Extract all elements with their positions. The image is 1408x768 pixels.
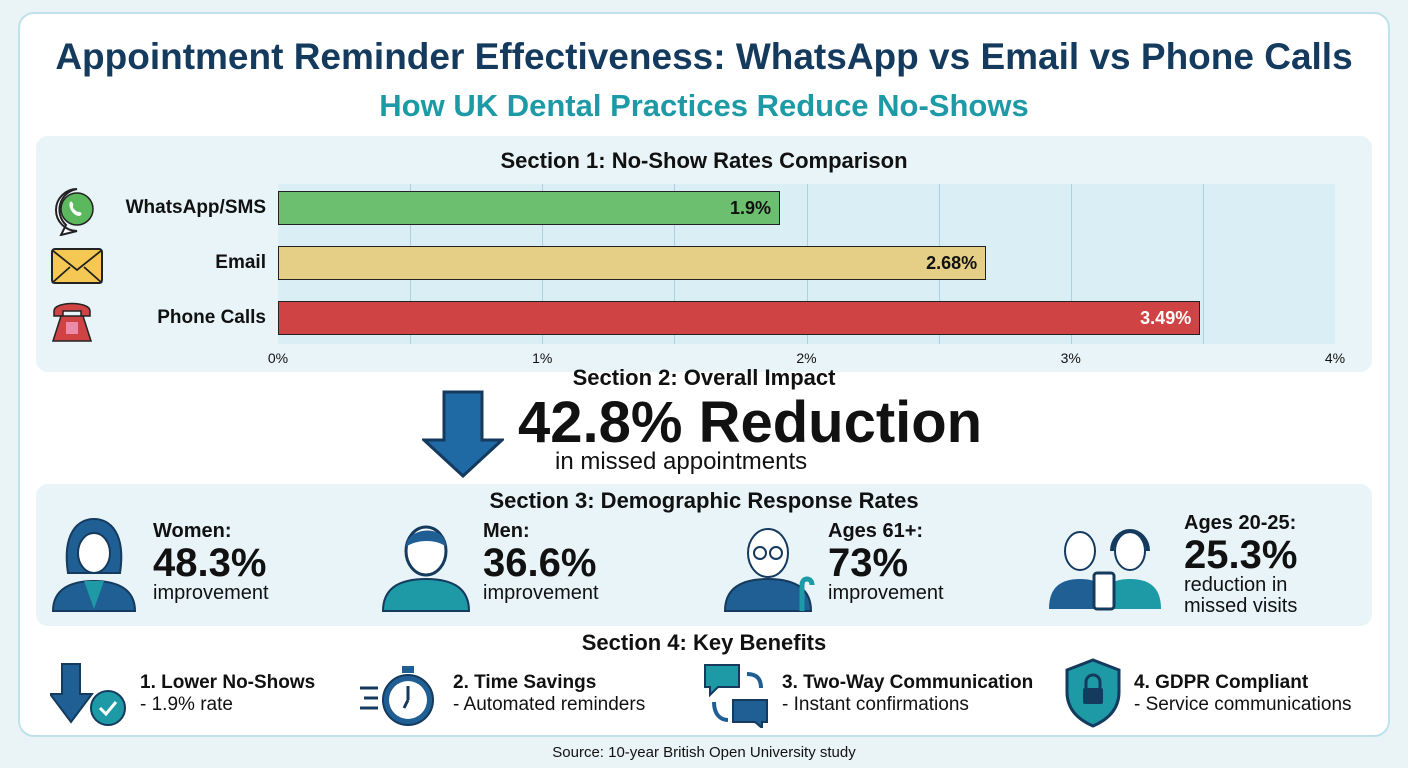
benefit-title: 2. Time Savings	[453, 672, 597, 693]
section-4-title: Section 4: Key Benefits	[581, 630, 827, 655]
down-arrow-check-icon	[50, 663, 126, 726]
benefit-title: 3. Two-Way Communication	[782, 672, 1034, 693]
demographic-label: Ages 20-25:	[1184, 512, 1297, 534]
demographic-label: Ages 61+:	[828, 520, 924, 542]
benefit-item: 1. Lower No-Shows - 1.9% rate	[140, 672, 315, 716]
benefit-title: 1. Lower No-Shows	[140, 672, 316, 693]
x-tick-label: 1%	[532, 350, 553, 366]
demographic-value: 48.3%	[153, 541, 267, 585]
chat-exchange-icon	[704, 664, 768, 728]
bar: 3.49%	[278, 301, 1201, 335]
category-label: Phone Calls	[157, 307, 266, 328]
envelope-icon	[51, 248, 103, 284]
down-arrow-icon	[422, 390, 504, 478]
young-people-phone-icon	[1049, 529, 1161, 611]
benefit-subtext: - Instant confirmations	[782, 694, 969, 715]
bar: 2.68%	[278, 246, 987, 280]
category-label: Email	[215, 252, 266, 273]
demographic-value: 73%	[828, 541, 909, 585]
benefit-subtext: - 1.9% rate	[140, 694, 233, 715]
demographic-subtext: improvement	[153, 582, 269, 604]
section-2-title: Section 2: Overall Impact	[572, 365, 836, 390]
data-label: 3.49%	[1140, 308, 1192, 328]
x-tick-label: 3%	[1060, 350, 1081, 366]
page-title: Appointment Reminder Effectiveness: What…	[55, 36, 1353, 77]
x-tick-label: 2%	[796, 350, 817, 366]
data-label: 1.9%	[730, 198, 772, 218]
source-note: Source: 10-year British Open University …	[552, 744, 856, 761]
demographic-stat: Ages 20-25: 25.3% reduction in missed visi…	[1184, 512, 1314, 617]
demographic-stat: Men: 36.6% improvement	[483, 520, 683, 604]
demographic-value: 25.3%	[1184, 533, 1298, 577]
demographic-subtext: improvement	[483, 582, 599, 604]
elderly-man-icon	[723, 528, 815, 612]
category-label: WhatsApp/SMS	[125, 197, 266, 218]
demographic-subtext: reduction in missed visits	[1184, 574, 1298, 617]
section-3-title: Section 3: Demographic Response Rates	[489, 488, 919, 513]
stopwatch-icon	[360, 666, 434, 726]
shield-lock-icon	[1065, 658, 1121, 728]
impact-headline: 42.8% Reduction	[518, 390, 983, 455]
benefit-title: 4. GDPR Compliant	[1134, 672, 1309, 693]
x-tick-label: 4%	[1324, 350, 1346, 366]
benefit-item: 4. GDPR Compliant - Service communication…	[1134, 672, 1352, 716]
telephone-icon	[51, 302, 93, 342]
demographic-subtext: improvement	[828, 582, 944, 604]
bar: 1.9%	[278, 191, 781, 225]
demographic-label: Men:	[483, 520, 530, 542]
page-subtitle: How UK Dental Practices Reduce No-Shows	[379, 88, 1029, 123]
woman-icon	[51, 517, 137, 612]
impact-subtext: in missed appointments	[555, 448, 808, 475]
section-1-title: Section 1: No-Show Rates Comparison	[500, 148, 908, 173]
demographic-label: Women:	[153, 520, 232, 542]
x-tick-label: 0%	[267, 350, 289, 366]
benefit-subtext: - Automated reminders	[453, 694, 646, 715]
gridline	[1202, 184, 1204, 344]
benefit-item: 2. Time Savings - Automated reminders	[453, 672, 645, 716]
man-icon	[381, 525, 471, 612]
benefit-item: 3. Two-Way Communication - Instant confir…	[782, 672, 1033, 716]
demographic-value: 36.6%	[483, 541, 597, 585]
demographic-stat: Women: 48.3% improvement	[153, 520, 353, 604]
benefit-subtext: - Service communications	[1134, 694, 1352, 715]
demographic-stat: Ages 61+: 73% improvement	[828, 520, 1028, 604]
whatsapp-icon	[55, 188, 94, 236]
data-label: 2.68%	[926, 253, 978, 273]
gridline	[1070, 184, 1072, 344]
